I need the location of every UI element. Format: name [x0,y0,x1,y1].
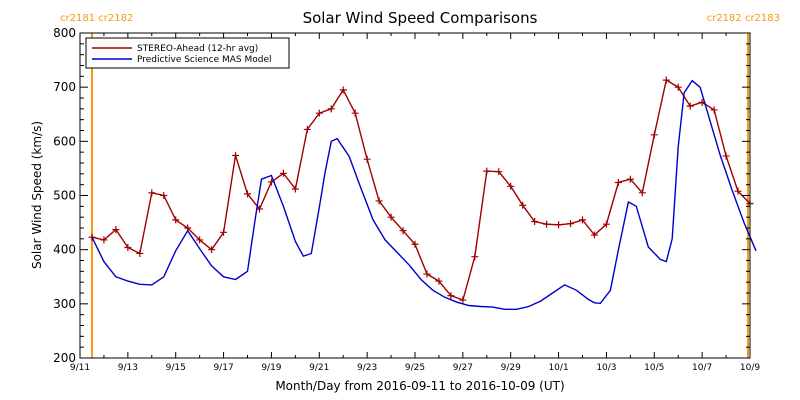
y-tick-label-6: 800 [53,26,76,40]
x-tick-label-0: 9/11 [70,363,90,373]
series-line-2 [91,79,757,310]
legend-label-1: STEREO-Ahead (12-hr avg) [137,44,258,54]
y-tick-label-1: 300 [53,297,76,311]
y-tick-label-0: 200 [53,351,76,365]
x-tick-label-7: 9/25 [405,363,425,373]
rotation-marker-label-1: cr2181 cr2182 [60,13,133,24]
series-1-point-31 [447,292,455,300]
series-1-point-45 [614,179,622,186]
series-1-point-26 [387,213,395,221]
series-1-point-19 [303,125,311,133]
series-1-point-12 [220,228,228,236]
legend-label-2: Predictive Science MAS Model [137,55,272,65]
x-tick-label-1: 9/13 [118,363,138,373]
series-1-point-44 [602,220,610,228]
series-1-point-35 [495,168,503,176]
series-1-point-34 [483,167,491,175]
series-1-point-23 [351,109,359,117]
series-1-point-53 [710,106,718,114]
series-1-point-25 [375,197,383,205]
series-1-point-32 [459,296,467,304]
x-tick-label-10: 10/1 [548,363,568,373]
series-1-point-13 [232,151,240,159]
series-1-point-17 [279,169,287,177]
x-tick-label-3: 9/17 [213,363,233,373]
y-tick-label-3: 500 [53,189,76,203]
series-1-point-29 [423,270,431,278]
series-line-1 [91,79,751,301]
series-1-point-43 [590,231,598,239]
x-tick-label-8: 9/27 [453,363,473,373]
series-1-point-22 [339,86,347,94]
legend-box [85,37,290,69]
series-1-point-1 [88,233,96,241]
x-axis-label: Month/Day from 2016-09-11 to 2016-10-09 … [275,379,564,393]
y-tick-label-4: 600 [53,134,76,148]
series-1-point-20 [315,109,323,117]
series-1-point-18 [291,185,299,193]
plot-frame [79,32,751,359]
series-1-point-7 [160,192,168,199]
series-1-point-49 [662,76,670,84]
series-1-point-28 [411,240,419,248]
series-1-point-55 [734,187,742,195]
y-tick-label-2: 400 [53,243,76,257]
series-1-point-10 [196,236,204,244]
x-tick-label-5: 9/21 [309,363,329,373]
series-1-point-42 [579,216,586,224]
series-1-point-14 [244,190,251,198]
series-1-point-6 [148,189,156,197]
series-1-point-51 [686,102,694,110]
series-1-point-3 [112,226,120,234]
series-1-point-21 [327,105,335,113]
series-1-point-38 [531,218,539,225]
series-1-point-41 [567,220,575,228]
series-1-point-8 [172,216,180,224]
series-1-point-30 [435,277,443,285]
x-tick-label-6: 9/23 [357,363,377,373]
series-1-point-33 [471,253,479,261]
series-1-point-5 [136,249,144,257]
x-tick-label-14: 10/9 [740,363,760,373]
series-1-point-50 [674,83,682,91]
chart-title: Solar Wind Speed Comparisons [303,9,538,27]
series-1-point-47 [638,189,646,197]
y-tick-label-5: 700 [53,80,76,94]
x-tick-label-4: 9/19 [261,363,281,373]
series-1-point-24 [363,155,371,163]
series-1-point-37 [519,201,527,209]
series-1-point-40 [555,221,563,229]
series-1-point-4 [124,244,132,251]
series-1-point-54 [722,152,730,160]
series-1-point-39 [543,220,551,228]
x-tick-label-2: 9/15 [166,363,186,373]
legend: STEREO-Ahead (12-hr avg)Predictive Scien… [85,37,290,69]
series-1-point-27 [399,227,407,235]
series-1-point-11 [208,246,216,254]
x-tick-label-13: 10/7 [692,363,712,373]
y-axis-label: Solar Wind Speed (km/s) [30,121,44,269]
rotation-marker-label-2: cr2182 cr2183 [707,13,780,24]
x-tick-label-11: 10/3 [596,363,616,373]
series-1-point-46 [626,175,634,183]
series-1-point-48 [650,131,658,139]
x-tick-label-12: 10/5 [644,363,664,373]
series-1-point-2 [100,236,108,244]
series-1-point-36 [507,182,515,190]
x-tick-label-9: 9/29 [501,363,521,373]
